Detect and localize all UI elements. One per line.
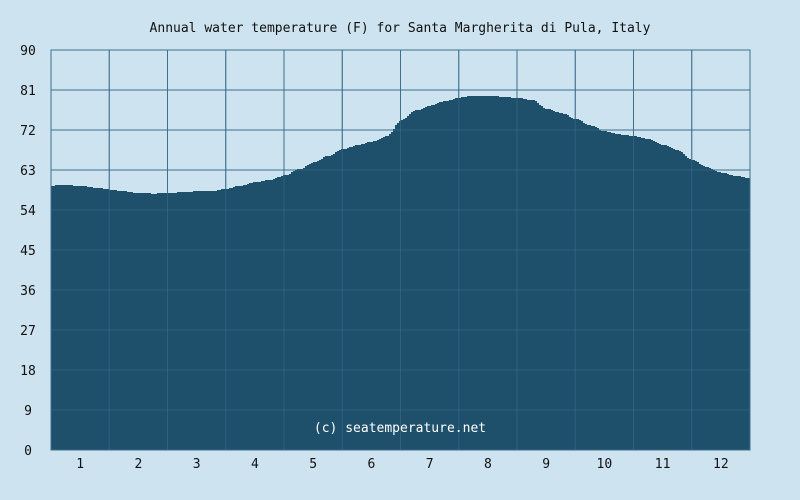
y-tick-label: 0 xyxy=(24,444,32,459)
x-tick-label: 4 xyxy=(251,457,259,472)
y-tick-label: 36 xyxy=(20,284,36,299)
y-tick-label: 54 xyxy=(20,204,36,219)
x-tick-label: 12 xyxy=(713,457,729,472)
x-axis: 1 2 3 4 5 6 7 8 9 10 11 12 xyxy=(76,457,728,472)
x-tick-label: 6 xyxy=(367,457,375,472)
watermark-text: (c) seatemperature.net xyxy=(314,421,486,436)
y-tick-label: 27 xyxy=(20,324,36,339)
y-tick-label: 90 xyxy=(20,44,36,59)
x-tick-label: 5 xyxy=(309,457,317,472)
x-tick-label: 10 xyxy=(597,457,613,472)
y-tick-label: 9 xyxy=(24,404,32,419)
x-tick-label: 7 xyxy=(426,457,434,472)
y-tick-label: 45 xyxy=(20,244,36,259)
y-tick-label: 63 xyxy=(20,164,36,179)
x-tick-label: 3 xyxy=(193,457,201,472)
x-tick-label: 9 xyxy=(542,457,550,472)
x-tick-label: 11 xyxy=(655,457,671,472)
x-tick-label: 1 xyxy=(76,457,84,472)
y-axis: 0 9 18 27 36 45 54 63 72 81 90 xyxy=(20,44,36,459)
y-tick-label: 72 xyxy=(20,124,36,139)
plot-border xyxy=(50,49,751,451)
chart-title: Annual water temperature (F) for Santa M… xyxy=(150,21,651,36)
y-tick-label: 81 xyxy=(20,84,36,99)
x-tick-label: 8 xyxy=(484,457,492,472)
x-tick-label: 2 xyxy=(134,457,142,472)
y-tick-label: 18 xyxy=(20,364,36,379)
